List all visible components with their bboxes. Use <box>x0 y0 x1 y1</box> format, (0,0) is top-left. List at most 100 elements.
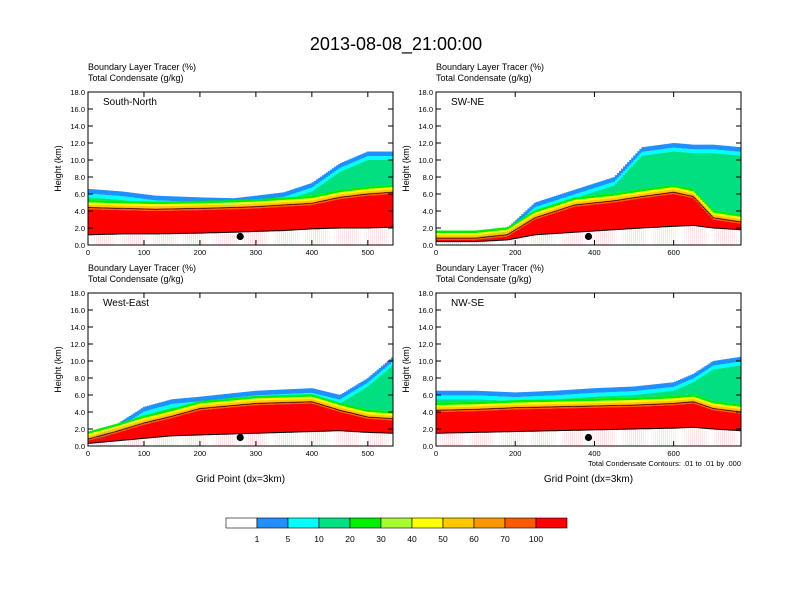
tracer-band <box>574 403 577 406</box>
tracer-band <box>667 152 671 186</box>
tracer-band <box>321 404 325 407</box>
tracer-band <box>92 434 95 437</box>
tracer-band <box>138 416 142 420</box>
tracer-band <box>494 405 498 408</box>
tracer-band <box>201 405 205 408</box>
tracer-band <box>327 392 331 398</box>
tracer-band <box>380 187 384 191</box>
tracer-band <box>380 410 384 413</box>
tracer-band <box>625 172 628 192</box>
tracer-band <box>588 403 592 406</box>
panel-header-line1: Boundary Layer Tracer (%) <box>436 62 544 72</box>
tracer-band <box>283 401 286 405</box>
terrain-fill <box>558 430 561 446</box>
tracer-band <box>627 195 630 198</box>
tracer-band <box>533 402 537 405</box>
tracer-band <box>627 402 630 405</box>
terrain-fill <box>313 228 317 245</box>
tracer-band <box>499 227 502 231</box>
tracer-band <box>163 401 166 407</box>
tracer-band <box>523 216 527 220</box>
tracer-band <box>323 398 327 401</box>
tracer-band <box>384 189 388 192</box>
tracer-band <box>543 204 547 208</box>
tracer-band <box>295 196 299 200</box>
tracer-band <box>118 191 122 196</box>
terrain-fill <box>171 435 174 446</box>
tracer-band <box>273 402 276 405</box>
tracer-band <box>132 201 136 204</box>
tracer-band <box>197 200 201 204</box>
tracer-band <box>527 391 531 397</box>
tracer-band <box>657 403 661 406</box>
tracer-band <box>452 235 455 238</box>
tracer-band <box>285 389 288 395</box>
terrain-fill <box>592 429 596 446</box>
x-tick-label: 100 <box>138 449 151 458</box>
tracer-band <box>153 415 156 418</box>
tracer-band <box>653 406 657 446</box>
tracer-band <box>482 399 486 402</box>
terrain-fill <box>480 432 484 446</box>
terrain-fill <box>734 229 738 245</box>
tracer-band <box>88 188 91 194</box>
tracer-band <box>655 403 659 406</box>
tracer-band <box>686 152 689 188</box>
tracer-band <box>610 400 614 403</box>
tracer-band <box>110 429 113 432</box>
tracer-band <box>201 210 205 245</box>
tracer-band <box>146 405 150 411</box>
tracer-band <box>541 408 545 446</box>
x-tick-label: 200 <box>194 449 207 458</box>
tracer-band <box>358 383 362 388</box>
tracer-band <box>639 191 642 194</box>
tracer-band <box>356 388 360 393</box>
tracer-band <box>710 149 714 154</box>
tracer-band <box>515 402 518 405</box>
tracer-band <box>584 194 588 197</box>
tracer-band <box>136 205 140 209</box>
tracer-band <box>702 149 705 154</box>
tracer-band <box>222 394 225 399</box>
tracer-band <box>287 199 290 202</box>
tracer-band <box>234 202 238 205</box>
tracer-band <box>207 203 211 206</box>
tracer-band <box>560 401 563 404</box>
tracer-band <box>625 191 628 194</box>
tracer-band <box>157 418 160 422</box>
terrain-fill <box>309 228 313 245</box>
tracer-band <box>592 396 596 399</box>
tracer-band <box>264 205 268 208</box>
tracer-band <box>545 213 549 216</box>
terrain-fill <box>558 233 561 245</box>
tracer-band <box>655 191 659 194</box>
tracer-band <box>460 411 464 446</box>
tracer-band <box>574 206 577 245</box>
terrain-fill <box>230 433 233 446</box>
tracer-band <box>301 399 305 402</box>
terrain-fill <box>580 430 583 446</box>
tracer-band <box>348 191 351 194</box>
tracer-band <box>446 404 449 408</box>
terrain-fill <box>374 227 378 245</box>
tracer-band <box>293 404 296 446</box>
tracer-band <box>266 207 270 245</box>
tracer-band <box>655 153 659 187</box>
tracer-band <box>228 400 231 403</box>
tracer-band <box>669 191 673 195</box>
tracer-band <box>354 190 357 193</box>
tracer-band <box>482 229 486 233</box>
tracer-band <box>586 401 590 404</box>
tracer-band <box>501 234 504 238</box>
tracer-band <box>327 179 331 193</box>
tracer-band <box>332 407 335 410</box>
tracer-band <box>299 401 303 404</box>
tracer-band <box>682 143 685 149</box>
tracer-band <box>187 203 191 206</box>
tracer-band <box>220 204 223 208</box>
tracer-band <box>376 151 380 157</box>
tracer-band <box>96 189 99 195</box>
tracer-band <box>173 203 177 206</box>
tracer-band <box>220 408 223 446</box>
tracer-band <box>669 387 673 392</box>
